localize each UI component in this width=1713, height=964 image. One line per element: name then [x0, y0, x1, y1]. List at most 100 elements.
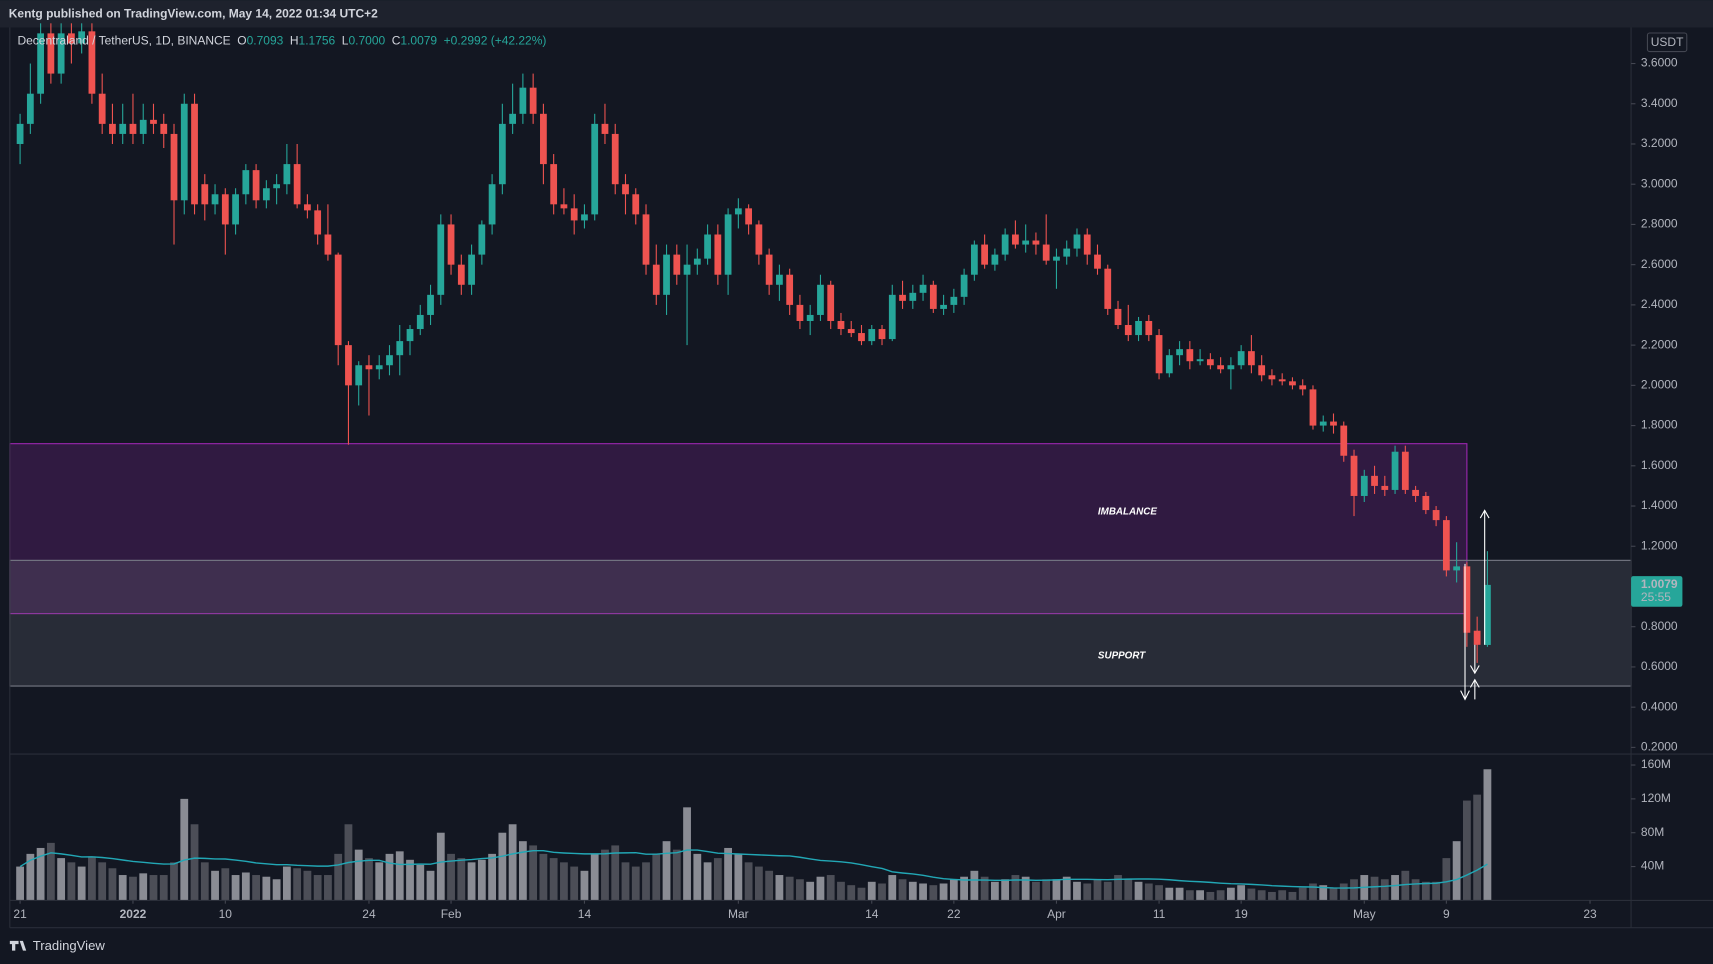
- volume-bar: [149, 875, 158, 901]
- x-tick-label: 2022: [120, 907, 147, 921]
- volume-bar: [744, 862, 753, 901]
- candle-body: [78, 31, 86, 44]
- arrows: [1460, 509, 1490, 701]
- candle-body: [1401, 451, 1409, 490]
- candle-body: [817, 284, 824, 315]
- volume-tick-label: 160M: [1641, 757, 1671, 771]
- y-tick-label: 2.8000: [1641, 217, 1678, 231]
- candle-body: [447, 224, 455, 265]
- volume-bar: [211, 870, 219, 901]
- y-tick-label: 3.0000: [1641, 176, 1678, 190]
- volume-bar: [365, 858, 373, 901]
- candle-body: [1371, 475, 1378, 486]
- volume-bar: [1124, 879, 1133, 901]
- candle-body: [221, 194, 229, 225]
- candle-body: [1063, 248, 1071, 257]
- candle-body: [827, 284, 835, 321]
- candle-body: [591, 123, 599, 215]
- candle-body: [304, 204, 311, 211]
- candle-body: [919, 284, 927, 293]
- candle-body: [386, 355, 393, 366]
- zone-label: SUPPORT: [1098, 650, 1146, 661]
- volume-bar: [929, 885, 938, 901]
- volume-bar: [108, 868, 117, 901]
- y-tick-label: 3.2000: [1641, 136, 1678, 150]
- arrow-head: [1469, 678, 1480, 688]
- candle-body: [724, 214, 732, 275]
- volume-bar: [406, 859, 414, 901]
- candle-body: [242, 170, 250, 195]
- candle-body: [540, 113, 547, 165]
- candle-body: [1176, 349, 1183, 356]
- volume-bar: [611, 845, 620, 901]
- candle-body: [1289, 381, 1296, 386]
- currency-label[interactable]: USDT: [1651, 35, 1684, 49]
- volume-bar: [1134, 881, 1143, 901]
- candle-body: [1268, 375, 1276, 380]
- volume-bar: [457, 858, 466, 901]
- legend-key: L: [342, 34, 349, 48]
- y-tick-label: 0.4000: [1641, 699, 1678, 713]
- volume-bar: [1206, 891, 1215, 901]
- logo-mark: [9, 940, 27, 951]
- candle-body: [868, 329, 876, 342]
- volume-tick-label: 40M: [1641, 859, 1664, 873]
- candle-body: [550, 164, 558, 205]
- candle-body: [273, 184, 281, 189]
- volume-bar: [395, 851, 404, 901]
- candle-body: [1165, 355, 1173, 374]
- y-tick-label: 2.0000: [1641, 378, 1678, 392]
- volume-bar: [580, 870, 589, 901]
- volume-bar: [1042, 879, 1051, 901]
- candle-body: [632, 194, 640, 215]
- volume-bar: [826, 875, 835, 901]
- x-tick-label: Apr: [1047, 907, 1066, 921]
- volume-bar: [1247, 888, 1256, 901]
- candle-body: [1001, 234, 1009, 255]
- y-tick-label: 2.4000: [1641, 297, 1678, 311]
- volume-bar: [888, 875, 897, 901]
- plot-area: IMBALANCE SUPPORT: [9, 23, 1632, 901]
- legend-value: 0.7000: [348, 34, 385, 48]
- volume-bar: [960, 876, 969, 901]
- volume-bar: [1319, 885, 1328, 901]
- volume-bar: [1462, 800, 1471, 901]
- currency-box[interactable]: [1646, 32, 1688, 53]
- candle-body: [1360, 475, 1368, 496]
- volume-bar: [1473, 794, 1482, 901]
- candle-body: [786, 274, 794, 305]
- volume-bar: [293, 868, 302, 901]
- volume-bar: [590, 853, 599, 901]
- volume-bar: [354, 849, 363, 901]
- volume-bar: [1298, 887, 1307, 901]
- x-tick-label: 10: [219, 907, 233, 921]
- volume-bar: [1278, 890, 1287, 901]
- candle-body: [806, 314, 814, 321]
- candle-body: [858, 333, 865, 342]
- candle-body: [1012, 234, 1019, 245]
- volume-bar: [1329, 887, 1338, 901]
- volume-bar: [488, 853, 496, 901]
- volume-bar: [529, 845, 538, 901]
- candle-body: [663, 254, 670, 295]
- candle-body: [16, 123, 24, 144]
- candle-body: [1391, 451, 1399, 490]
- volume-bar: [713, 858, 722, 901]
- candle-body: [1094, 254, 1101, 269]
- published-note: Kentg published on TradingView.com, May …: [9, 7, 378, 21]
- volume-bar: [118, 875, 127, 901]
- candle-body: [1186, 349, 1194, 362]
- legend-key: C: [392, 34, 401, 48]
- candle-body: [37, 33, 45, 94]
- volume-bar: [1032, 881, 1040, 901]
- volume-bar: [837, 881, 845, 901]
- candle-body: [734, 208, 742, 215]
- candle-body: [714, 234, 722, 275]
- volume-bar: [693, 853, 702, 901]
- candle-body: [601, 123, 609, 134]
- x-tick-label: 9: [1443, 907, 1450, 921]
- candle-body: [396, 341, 404, 356]
- y-tick-label: 1.2000: [1641, 538, 1678, 552]
- volume-bar: [775, 875, 784, 901]
